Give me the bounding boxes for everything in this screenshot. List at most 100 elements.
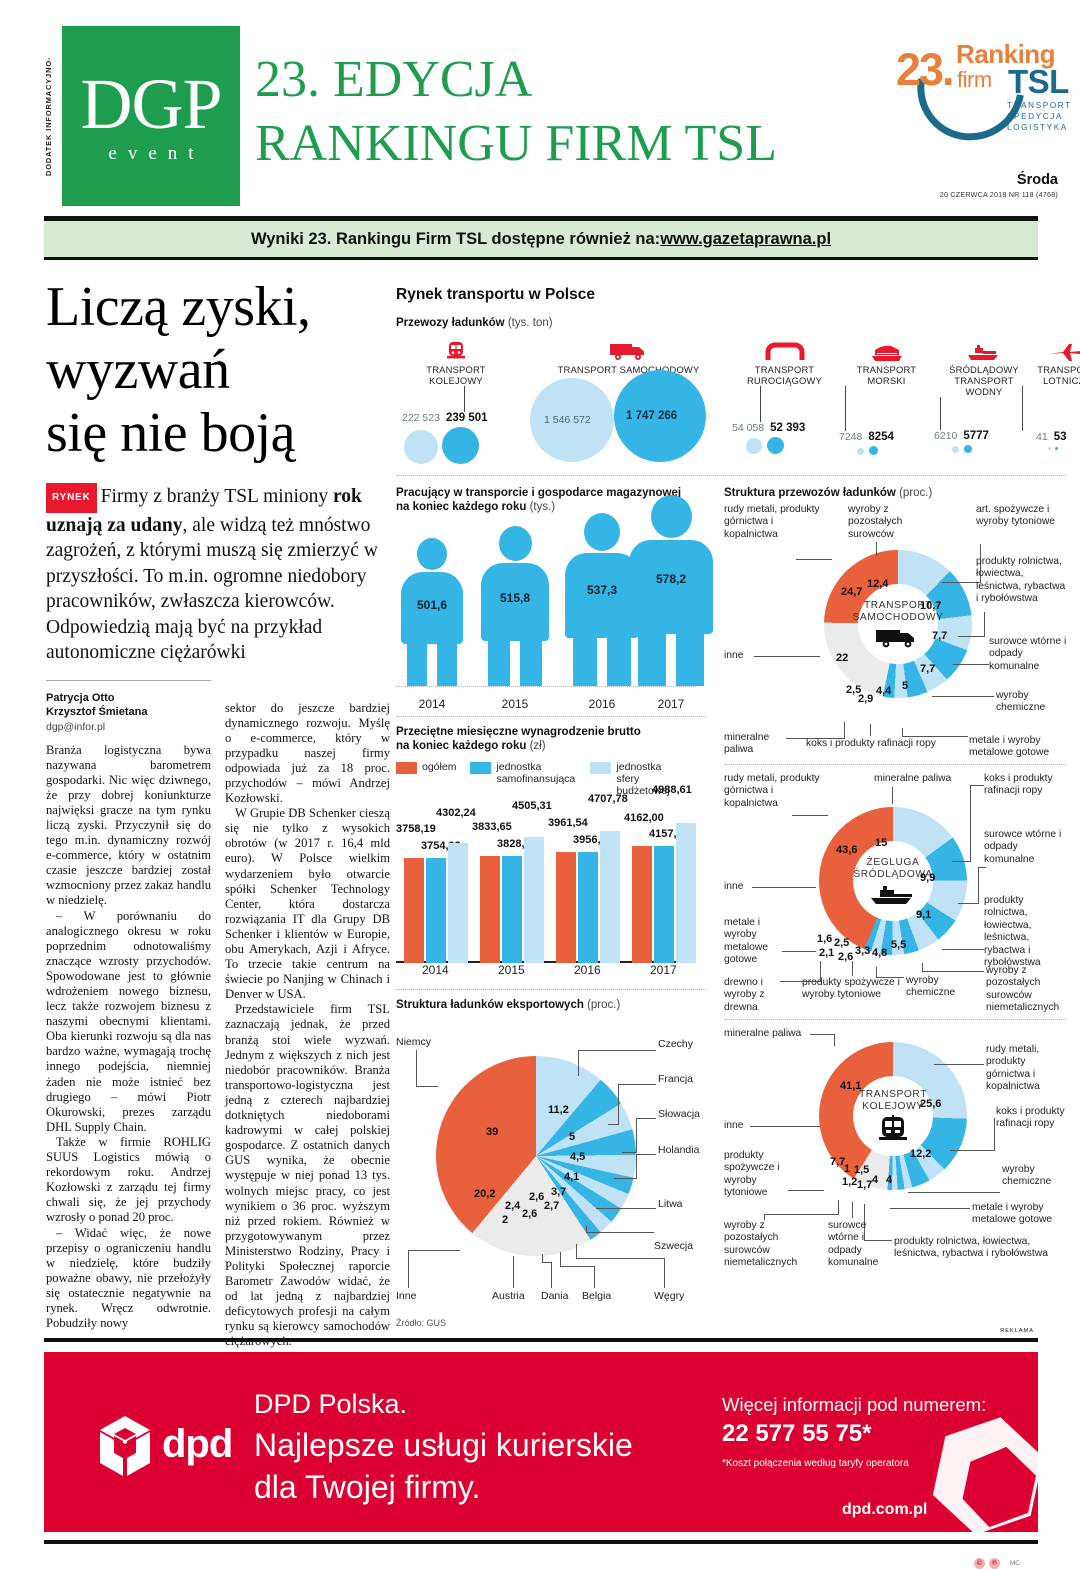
legend-label: jednostka samofinansująca — [496, 761, 576, 785]
article-text-col2: sektor do jeszcze bardziej dynamicznego … — [225, 701, 390, 1350]
value-cur: 8254 — [868, 431, 894, 443]
figure-torso: 578,2 — [629, 540, 713, 634]
donut-value: 12,4 — [867, 578, 889, 590]
pie-label-litwa: Litwa — [658, 1198, 683, 1210]
bubble-circles-lotniczy — [1048, 447, 1080, 450]
chart-unit: (zł) — [529, 740, 546, 752]
paragraph: Przedstawiciele firm TSL zaznaczają jedn… — [225, 1002, 390, 1348]
slice-value-czechy: 11,2 — [548, 1104, 569, 1116]
x-label: 2017 — [650, 963, 677, 977]
chart-unit: (tys.) — [529, 501, 556, 513]
value-label: 515,8 — [499, 591, 531, 605]
person-figure: 501,6 2014 — [400, 538, 464, 711]
pie-label-szwecja: Szwecja — [654, 1240, 694, 1252]
tsl-sub-line3: LOGISTYKA — [1007, 123, 1068, 132]
donut-label: inne — [724, 1120, 744, 1131]
article-column: Liczą zyski, wyzwań się nie boją RYNEK Fi… — [46, 276, 391, 1367]
bubble-group-rurociagowy: TRANSPORT RUROCIĄGOWY 54 058 52 393 — [732, 338, 837, 454]
figure-head — [417, 538, 447, 570]
donut-label: inne — [724, 650, 744, 661]
donut-value: 2,6 — [838, 951, 854, 963]
x-label: 2015 — [498, 963, 525, 977]
banner-link[interactable]: www.gazetaprawna.pl — [660, 229, 832, 248]
bar-value: 3833,65 — [472, 821, 512, 833]
banner-rule-bottom — [44, 257, 1038, 260]
donut-value: 5,5 — [891, 939, 907, 951]
donut-label: produkty spożywcze i wyroby tytoniowe — [802, 977, 900, 1001]
baseline — [396, 686, 696, 687]
truck-icon — [876, 629, 914, 647]
bubble-values-rurociagowy: 54 058 52 393 — [732, 422, 837, 434]
donut-value: 3,3 — [855, 945, 871, 957]
byline-email: dgp@infor.pl — [46, 720, 106, 733]
paragraph: Branża logistyczna bywa nazywana baromet… — [46, 742, 211, 908]
donut-label: surowce wtórne i odpady komunalne — [828, 1220, 879, 1269]
value-label: 537,3 — [586, 583, 618, 597]
tsl-logo-tsl: TSL — [1008, 63, 1069, 100]
tsl-sub-line1: TRANSPORT — [1007, 101, 1072, 110]
lower-charts: Pracujący w transporcie i gospodarce mag… — [396, 486, 1067, 1569]
donut-value: 4 — [872, 1174, 879, 1186]
bar-value: 4505,31 — [512, 800, 552, 812]
chart-unit: (tys. ton) — [507, 317, 553, 329]
figure-torso: 515,8 — [481, 563, 549, 641]
slice-value-francja: 5 — [569, 1131, 576, 1143]
dpd-advertisement[interactable]: dpd DPD Polska. Najlepsze usługi kuriers… — [44, 1352, 1038, 1532]
byline-author-1: Patrycja Otto — [46, 691, 115, 704]
title-line1: Pracujący w transporcie i gospodarce mag… — [396, 487, 682, 499]
bar-budzetowa-2015: 4505,31 — [512, 800, 552, 963]
pie-label-francja: Francja — [658, 1073, 694, 1085]
figure-head — [650, 495, 692, 538]
bubble-group-morski: TRANSPORT MORSKI 7248 8254 — [839, 338, 934, 455]
article-column-2: sektor do jeszcze bardziej dynamicznego … — [225, 691, 390, 1367]
year-label: 2017 — [657, 697, 685, 711]
pipeline-icon — [732, 338, 837, 362]
bubble-cur — [869, 446, 878, 455]
bar-value: 4988,61 — [652, 784, 692, 796]
figure-legs — [481, 641, 549, 686]
chart-title-pracujacy: Pracujący w transporcie i gospodarce mag… — [396, 486, 706, 514]
bubble-prev — [952, 446, 959, 453]
bubble-prev — [746, 438, 762, 454]
bubble-group-samochodowy: TRANSPORT SAMOCHODOWY 1 546 572 1 747 26… — [526, 338, 731, 462]
reklama-label: REKLAMA — [1000, 1328, 1034, 1334]
divider — [724, 1019, 1066, 1020]
ad-contact-heading: Więcej informacji pod numerem: — [722, 1394, 987, 1415]
chart-unit: (proc.) — [899, 487, 933, 499]
donut-value: 24,7 — [841, 586, 863, 598]
bubble-circles-morski — [857, 446, 934, 455]
donut-zegluga: ŻEGLUGA ŚRÓDLĄDOWA 15 9,9 9,1 5,5 4,8 3,… — [724, 769, 1066, 1017]
ad-url[interactable]: dpd.com.pl — [842, 1501, 928, 1518]
donut-center-line1: ŻEGLUGA — [866, 856, 920, 868]
dpd-wordmark: dpd — [162, 1422, 233, 1466]
legend-wynagrodzenie: ogółem jednostka samofinansująca jednost… — [396, 761, 706, 797]
donut-value: 9,9 — [920, 872, 936, 884]
byline-author-2: Krzysztof Śmietana — [46, 705, 148, 718]
ad-phone: 22 577 55 75* — [722, 1420, 872, 1447]
banner-text: Wyniki 23. Rankingu Firm TSL dostępne ró… — [250, 229, 661, 248]
pie-label-wegry: Węgry — [654, 1290, 685, 1302]
donut-value: 1,7 — [857, 1179, 873, 1191]
figure-head — [584, 513, 620, 551]
pie-label-slowacja: Słowacja — [658, 1108, 701, 1120]
bar-budzetowa-2014: 4302,24 — [436, 807, 476, 963]
donut-center-line2: ŚRÓDLĄDOWA — [853, 868, 933, 880]
donut-center: ŻEGLUGA ŚRÓDLĄDOWA — [853, 841, 933, 921]
donut-label: drewno i wyroby z drewna — [724, 977, 765, 1013]
bubble-label-morski: TRANSPORT MORSKI — [856, 364, 917, 386]
pie-label-belgia: Belgia — [582, 1290, 612, 1302]
donut-value: 2,1 — [819, 947, 835, 959]
boat-icon — [934, 338, 1034, 362]
donut-label: surowce wtórne i odpady komunalne — [989, 636, 1067, 672]
bar-ogolem-2014: 3758,19 — [396, 823, 436, 963]
donut-value: 4,4 — [876, 685, 892, 697]
value-prev: 222 523 — [402, 412, 440, 424]
byline-divider — [46, 679, 211, 681]
ad-footnote: *Koszt połączenia według taryfy operator… — [722, 1458, 909, 1469]
tsl-logo-firm: firm — [957, 67, 992, 92]
bar-value: 3961,54 — [548, 817, 588, 829]
article-lead: RYNEK Firmy z branży TSL miniony rok uzna… — [46, 483, 391, 666]
legend-swatch — [590, 762, 612, 774]
donut-value: 2,5 — [846, 684, 862, 696]
bubble-label-lotniczy: TRANSPORTLOTNICZY — [1037, 364, 1080, 386]
